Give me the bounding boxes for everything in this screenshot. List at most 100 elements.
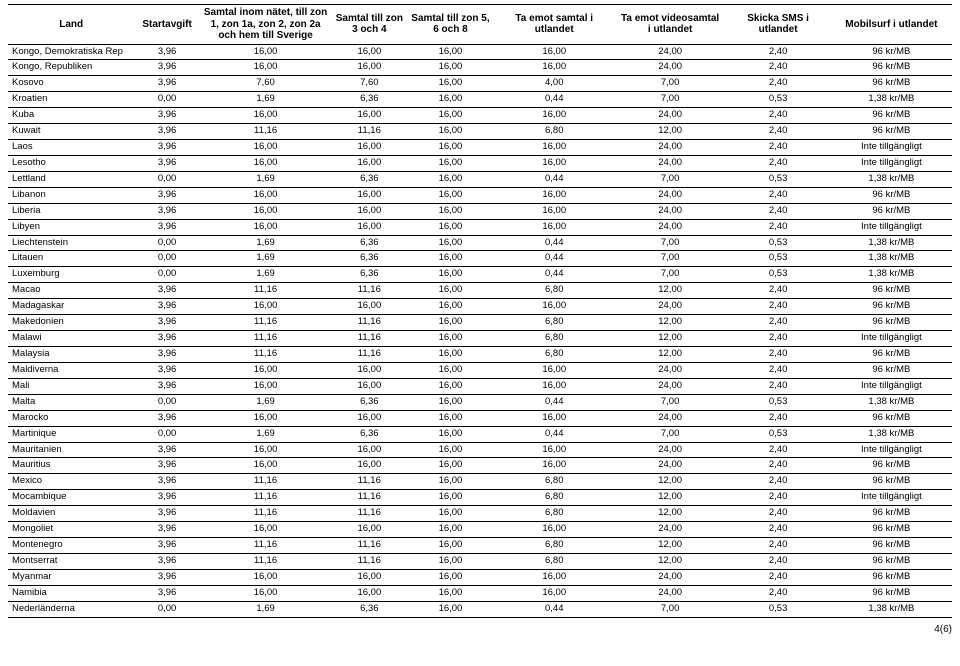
cell-value: 16,00 [494,108,615,124]
cell-value: 1,38 kr/MB [831,251,952,267]
cell-value: 2,40 [725,458,830,474]
cell-value: 16,00 [331,219,407,235]
cell-value: 12,00 [615,124,726,140]
cell-value: 16,00 [407,569,493,585]
col-mobilsurf: Mobilsurf i utlandet [831,5,952,45]
cell-value: 11,16 [331,331,407,347]
cell-land: Marocko [8,410,134,426]
cell-value: 16,00 [331,458,407,474]
cell-value: 16,00 [200,410,332,426]
cell-value: 16,00 [331,60,407,76]
cell-land: Kuba [8,108,134,124]
cell-land: Liberia [8,203,134,219]
cell-value: 6,80 [494,474,615,490]
table-row: Libanon3,9616,0016,0016,0016,0024,002,40… [8,187,952,203]
cell-value: 2,40 [725,299,830,315]
cell-value: 24,00 [615,219,726,235]
page-container: Land Startavgift Samtal inom nätet, till… [0,0,960,655]
cell-value: 3,96 [134,585,199,601]
cell-value: 6,36 [331,235,407,251]
table-row: Liberia3,9616,0016,0016,0016,0024,002,40… [8,203,952,219]
cell-value: 1,38 kr/MB [831,426,952,442]
table-row: Kongo, Republiken3,9616,0016,0016,0016,0… [8,60,952,76]
cell-value: 11,16 [331,124,407,140]
cell-value: Inte tillgängligt [831,490,952,506]
cell-value: 16,00 [407,60,493,76]
cell-value: 16,00 [407,331,493,347]
cell-value: 16,00 [331,442,407,458]
cell-value: 11,16 [200,474,332,490]
cell-value: 2,40 [725,315,830,331]
cell-value: 0,44 [494,251,615,267]
cell-value: 96 kr/MB [831,506,952,522]
cell-land: Lettland [8,171,134,187]
cell-value: 2,40 [725,362,830,378]
cell-value: 2,40 [725,442,830,458]
cell-value: 16,00 [407,140,493,156]
table-row: Lesotho3,9616,0016,0016,0016,0024,002,40… [8,155,952,171]
cell-value: 96 kr/MB [831,187,952,203]
cell-value: 16,00 [407,554,493,570]
cell-value: 96 kr/MB [831,283,952,299]
table-row: Montenegro3,9611,1611,1616,006,8012,002,… [8,538,952,554]
table-row: Litauen0,001,696,3616,000,447,000,531,38… [8,251,952,267]
table-row: Kuba3,9616,0016,0016,0016,0024,002,4096 … [8,108,952,124]
cell-value: 16,00 [494,458,615,474]
cell-value: 16,00 [407,124,493,140]
cell-value: 12,00 [615,331,726,347]
cell-value: 0,44 [494,171,615,187]
cell-value: 0,53 [725,426,830,442]
cell-value: 2,40 [725,378,830,394]
table-header-row: Land Startavgift Samtal inom nätet, till… [8,5,952,45]
cell-value: 16,00 [331,187,407,203]
cell-value: 3,96 [134,187,199,203]
cell-value: 3,96 [134,410,199,426]
cell-value: Inte tillgängligt [831,155,952,171]
cell-value: 2,40 [725,410,830,426]
cell-value: 3,96 [134,506,199,522]
cell-value: 16,00 [407,315,493,331]
cell-value: 11,16 [331,506,407,522]
cell-value: 16,00 [494,203,615,219]
cell-value: 2,40 [725,538,830,554]
cell-value: 3,96 [134,44,199,60]
table-row: Malawi3,9611,1611,1616,006,8012,002,40In… [8,331,952,347]
cell-value: 3,96 [134,474,199,490]
cell-value: 6,36 [331,251,407,267]
cell-value: 12,00 [615,283,726,299]
cell-value: 16,00 [331,378,407,394]
cell-value: 24,00 [615,60,726,76]
cell-value: 24,00 [615,140,726,156]
cell-value: 2,40 [725,585,830,601]
cell-value: 11,16 [331,474,407,490]
col-skicka-sms: Skicka SMS i utlandet [725,5,830,45]
cell-value: 0,53 [725,235,830,251]
cell-value: 0,00 [134,235,199,251]
cell-value: 11,16 [200,124,332,140]
cell-value: 16,00 [494,44,615,60]
cell-value: 1,69 [200,92,332,108]
cell-land: Nederländerna [8,601,134,617]
cell-value: 0,53 [725,394,830,410]
cell-value: 6,80 [494,283,615,299]
cell-value: 2,40 [725,140,830,156]
cell-value: 2,40 [725,76,830,92]
cell-value: 96 kr/MB [831,458,952,474]
cell-value: 2,40 [725,203,830,219]
cell-land: Martinique [8,426,134,442]
cell-value: 96 kr/MB [831,585,952,601]
cell-land: Luxemburg [8,267,134,283]
cell-land: Kosovo [8,76,134,92]
cell-value: 16,00 [407,442,493,458]
cell-value: 1,38 kr/MB [831,171,952,187]
cell-land: Kongo, Demokratiska Rep [8,44,134,60]
cell-value: 7,00 [615,235,726,251]
cell-value: 2,40 [725,522,830,538]
cell-value: 2,40 [725,155,830,171]
cell-value: 16,00 [407,410,493,426]
cell-value: 11,16 [331,347,407,363]
cell-value: 3,96 [134,538,199,554]
cell-value: Inte tillgängligt [831,140,952,156]
cell-value: 3,96 [134,378,199,394]
cell-value: 7,00 [615,76,726,92]
